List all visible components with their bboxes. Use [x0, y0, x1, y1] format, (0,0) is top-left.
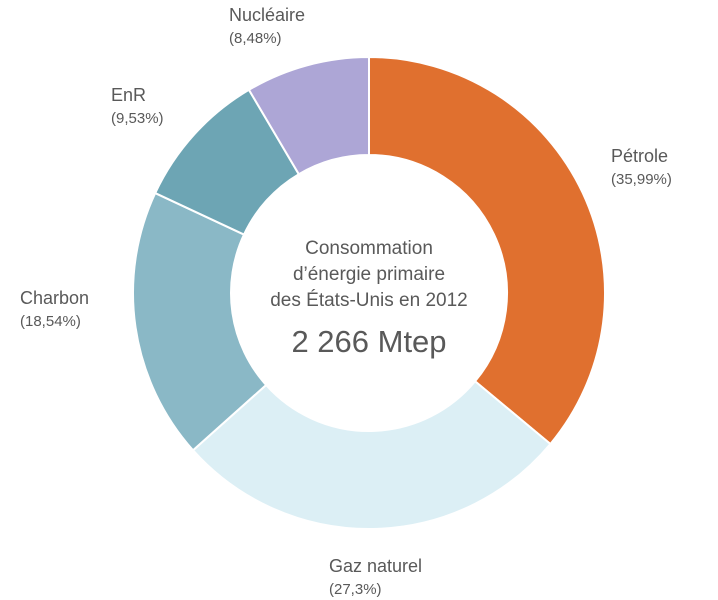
center-text-line2: d’énergie primaire	[292, 264, 446, 285]
slice-label-petrole-pct: (35,99%)	[611, 171, 672, 188]
slice-label-charbon-name: Charbon	[20, 288, 90, 308]
slice-label-nucleaire: Nucléaire (8,48%)	[229, 2, 305, 50]
slice-label-gaz-naturel-pct: (27,3%)	[329, 581, 382, 598]
slice-label-gaz-naturel: Gaz naturel (27,3%)	[329, 553, 422, 600]
slice-gaz-naturel	[192, 380, 552, 530]
slice-label-enr-pct: (9,53%)	[111, 110, 164, 127]
center-text-total-value: 2 266 Mtep	[291, 324, 447, 359]
slice-nucleaire	[247, 56, 370, 176]
slice-label-enr: EnR (9,53%)	[111, 82, 164, 130]
center-text-line1: Consommation	[305, 238, 433, 259]
slice-petrole	[368, 56, 606, 445]
slice-charbon	[132, 192, 268, 452]
slice-label-charbon-pct: (18,54%)	[20, 313, 81, 330]
slice-label-petrole-name: Pétrole	[611, 146, 669, 166]
slice-label-nucleaire-name: Nucléaire	[229, 5, 306, 25]
center-text-line3: des États-Unis en 2012	[270, 290, 468, 311]
slice-label-nucleaire-pct: (8,48%)	[229, 30, 282, 47]
slice-label-petrole: Pétrole (35,99%)	[611, 143, 672, 191]
slice-label-enr-name: EnR	[111, 85, 147, 105]
slice-label-charbon: Charbon (18,54%)	[20, 285, 89, 333]
slice-label-gaz-naturel-name: Gaz naturel	[329, 556, 423, 576]
chart-center-text: Consommation d’énergie primaire des État…	[189, 236, 549, 362]
